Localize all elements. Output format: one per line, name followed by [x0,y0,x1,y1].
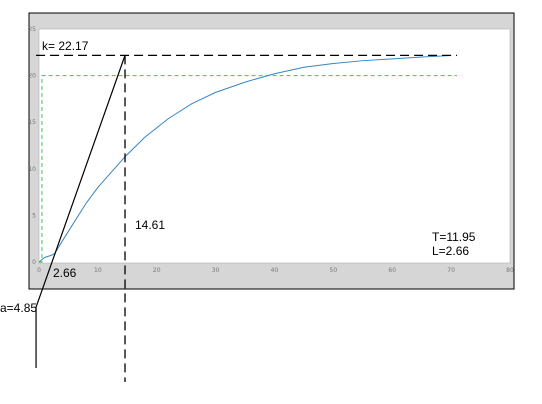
x-tick-label: 40 [271,267,279,274]
y-tick-label: 5 [32,212,36,219]
y-tick-label: 25 [28,26,36,33]
x-tick-label: 10 [94,267,102,274]
x-tick-label: 60 [388,267,396,274]
L-value-label: L=2.66 [432,244,469,258]
x-tick-label: 80 [506,267,514,274]
x-tick-label: 50 [330,267,338,274]
l-point-label: 2.66 [53,266,77,280]
x-tick-label: 0 [37,267,41,274]
y-tick-label: 0 [32,259,36,266]
a-point-label: a=4.85 [0,301,37,315]
T-value-label: T=11.95 [432,230,476,244]
y-tick-label: 10 [28,166,36,173]
k-value-label: k= 22.17 [42,39,89,53]
t-marker-label: 14.61 [135,218,165,232]
x-tick-label: 20 [153,267,161,274]
plot-area [39,29,510,263]
x-tick-label: 70 [447,267,455,274]
y-tick-label: 20 [28,73,36,80]
y-tick-label: 15 [28,119,36,126]
x-tick-label: 30 [212,267,220,274]
